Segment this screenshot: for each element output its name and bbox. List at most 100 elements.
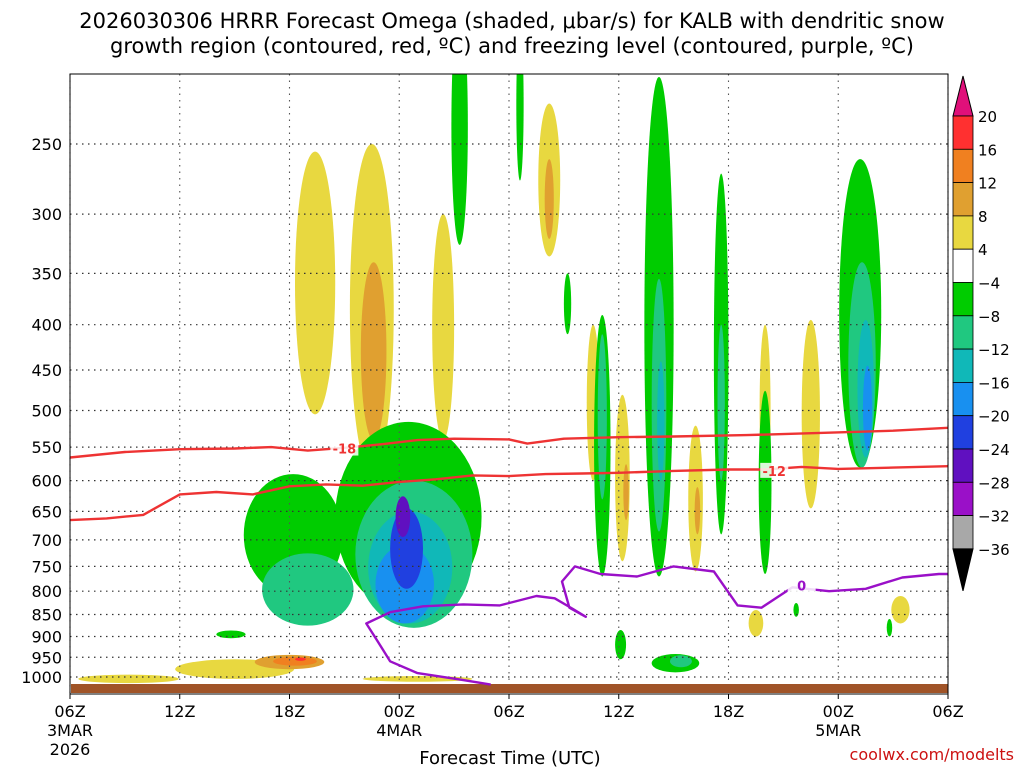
omega-cell-pos8: [623, 464, 629, 521]
y-axis: 250 300 350 400 450 500 550 600 650 700 750 800 850 9…: [21, 135, 62, 687]
y-tick-label: 900: [31, 627, 62, 646]
x-tick-label: 18Z: [274, 702, 305, 721]
colorbar-band: [952, 115, 974, 150]
omega-cell-neg4: [886, 619, 893, 637]
omega-cell-pos8: [544, 159, 554, 239]
colorbar-band: [952, 348, 974, 383]
x-tick-date: 4MAR: [376, 721, 422, 740]
omega-cell-neg24: [395, 496, 411, 538]
colorbar-top-arrow: [952, 75, 974, 117]
omega-cell-neg4: [563, 273, 572, 335]
colorbar: 20 16 12 8 4 −4 −8 −12 −16 −20 −24 −28 −32 −36: [952, 75, 1010, 592]
omega-cell-pos4: [748, 609, 764, 637]
y-tick-label: 1000: [21, 668, 62, 687]
colorbar-label: −24: [978, 441, 1010, 459]
y-tick-label: 850: [31, 606, 62, 625]
contour-label-dgz-12: -12: [762, 465, 786, 480]
x-tick-year: 2026: [50, 740, 91, 759]
x-tick-label: 12Z: [603, 702, 634, 721]
omega-cell-pos8: [694, 486, 701, 535]
y-tick-label: 600: [31, 472, 62, 491]
omega-cell-pos4: [891, 595, 910, 624]
colorbar-label: −8: [978, 308, 1000, 326]
y-tick-label: 400: [31, 316, 62, 335]
x-tick-label: 06Z: [932, 702, 963, 721]
colorbar-band: [952, 315, 974, 350]
omega-cell-neg4: [516, 74, 524, 181]
omega-cell-pos8: [360, 262, 387, 441]
y-tick-label: 300: [31, 205, 62, 224]
colorbar-label: −12: [978, 341, 1010, 359]
x-tick-label: 00Z: [384, 702, 415, 721]
contour-label-bg: [787, 577, 816, 593]
omega-cell-pos16: [294, 657, 306, 661]
colorbar-label: −32: [978, 508, 1010, 526]
x-tick-label: 06Z: [493, 702, 524, 721]
surface-ground: [71, 684, 948, 693]
grid-lines: [69, 74, 949, 694]
colorbar-label: 20: [978, 108, 997, 126]
omega-cell-neg4: [615, 630, 627, 660]
colorbar-band: [952, 481, 974, 516]
x-axis-label: Forecast Time (UTC): [419, 748, 600, 768]
surface-bar: [71, 684, 948, 693]
contour-label-bg: [330, 440, 359, 456]
omega-cell-neg8: [669, 655, 692, 668]
x-tick-date: 5MAR: [815, 721, 861, 740]
omega-cell-neg8: [717, 324, 725, 481]
y-tick-label: 550: [31, 438, 62, 457]
colorbar-label: 12: [978, 175, 997, 193]
colorbar-label: 4: [978, 241, 988, 259]
omega-cell-neg16: [862, 365, 873, 451]
x-tick-label: 12Z: [164, 702, 195, 721]
y-tick-label: 950: [31, 648, 62, 667]
omega-cell-neg4: [758, 390, 772, 575]
credit-text: coolwx.com/modelts: [850, 745, 1014, 764]
colorbar-bottom-arrow: [952, 548, 974, 592]
omega-cell-neg8: [262, 553, 354, 626]
omega-cell-neg12: [657, 361, 665, 481]
chart-title-line-1: 2026030306 HRRR Forecast Omega (shaded, …: [79, 9, 944, 33]
colorbar-band: [952, 381, 974, 417]
omega-shading: [78, 74, 910, 684]
y-tick-label: 500: [31, 402, 62, 421]
omega-cell-neg4: [451, 74, 468, 245]
colorbar-band: [952, 248, 974, 283]
x-tick-label: 06Z: [54, 702, 85, 721]
x-tick-label: 00Z: [823, 702, 854, 721]
colorbar-band: [952, 415, 974, 450]
y-tick-label: 250: [31, 135, 62, 154]
chart-title: 2026030306 HRRR Forecast Omega (shaded, …: [79, 9, 944, 58]
colorbar-band: [952, 215, 974, 250]
y-tick-label: 650: [31, 502, 62, 521]
contour-lines: -18 -12 0: [70, 426, 948, 686]
omega-cell-pos4: [294, 151, 336, 415]
omega-cell-neg4: [793, 603, 799, 617]
chart-title-line-2: growth region (contoured, red, ºC) and f…: [110, 34, 914, 58]
y-tick-label: 750: [31, 557, 62, 576]
colorbar-label: 8: [978, 208, 988, 226]
contour-label-bg: [760, 462, 789, 478]
colorbar-band: [952, 148, 974, 184]
y-tick-label: 700: [31, 531, 62, 550]
omega-cell-neg8: [597, 334, 607, 500]
colorbar-label: −4: [978, 275, 1000, 293]
colorbar-label: −28: [978, 474, 1010, 492]
colorbar-band: [952, 182, 974, 217]
colorbar-label: −20: [978, 408, 1010, 426]
contour-dgz-18: [70, 426, 948, 459]
contour-label-freezing-level: 0: [797, 579, 806, 594]
colorbar-label: −36: [978, 541, 1010, 559]
y-tick-label: 350: [31, 264, 62, 283]
colorbar-band: [952, 282, 974, 317]
x-tick-date: 3MAR: [47, 721, 93, 740]
omega-cell-pos4: [432, 214, 455, 441]
colorbar-label: 16: [978, 141, 997, 159]
omega-cell-pos4: [78, 674, 179, 684]
x-tick-label: 18Z: [713, 702, 744, 721]
colorbar-label: −16: [978, 374, 1010, 392]
omega-cell-pos12: [273, 656, 317, 666]
contour-label-dgz-18: -18: [333, 443, 357, 458]
